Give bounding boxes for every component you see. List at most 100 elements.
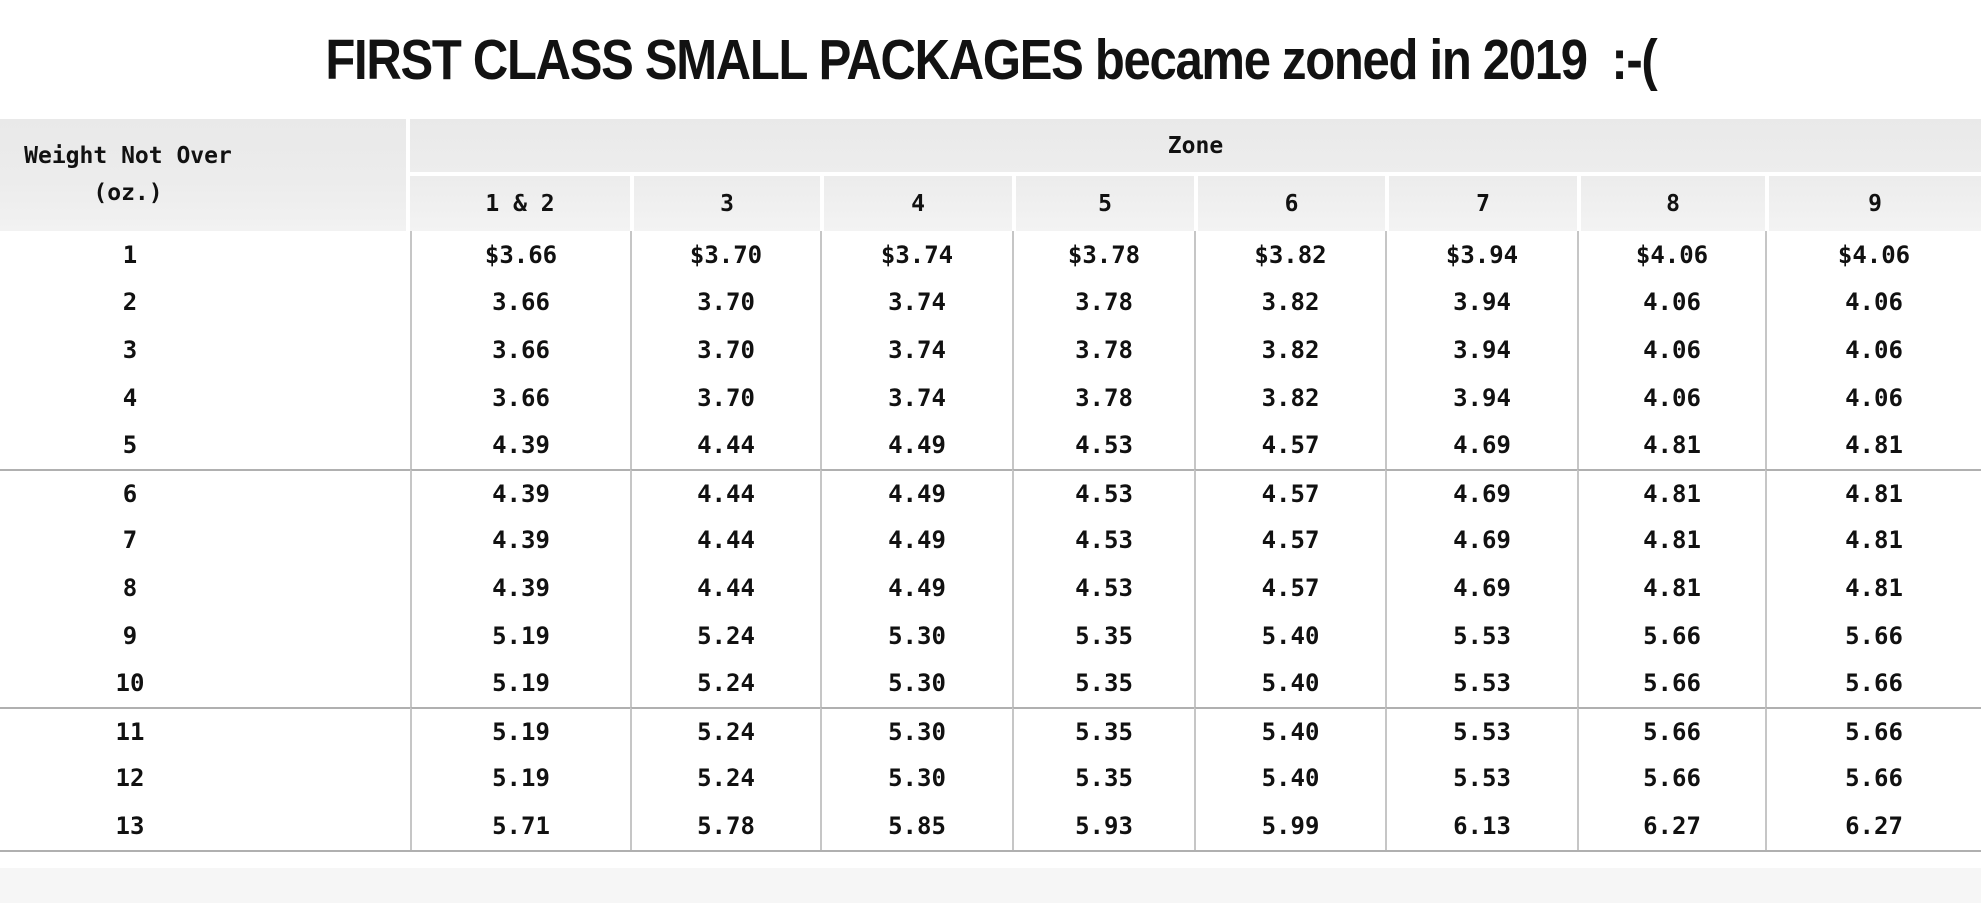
rate-cell: 5.66 (1577, 659, 1765, 707)
rate-cell: 5.24 (630, 754, 820, 803)
rate-cell: 4.44 (630, 468, 820, 517)
zone-group-header: Zone (410, 119, 1981, 176)
rate-cell: 4.69 (1385, 421, 1577, 469)
rate-cell: 5.40 (1194, 659, 1385, 707)
rate-cell: 3.70 (630, 373, 820, 422)
rate-cell: 5.35 (1012, 659, 1194, 707)
zone-column-header: 3 (630, 176, 820, 231)
rate-cell: 4.39 (410, 516, 630, 565)
rate-cell: 3.94 (1385, 326, 1577, 374)
rate-cell: 5.53 (1385, 659, 1577, 707)
rate-cell: 5.24 (630, 611, 820, 660)
rate-cell: 4.39 (410, 564, 630, 612)
rate-cell: 5.19 (410, 659, 630, 707)
rate-cell: 4.81 (1765, 564, 1981, 612)
rate-cell: 4.39 (410, 468, 630, 517)
rate-cell: 4.53 (1012, 421, 1194, 469)
rate-cell: 3.78 (1012, 373, 1194, 422)
weight-cell: 11 (0, 706, 410, 755)
rate-cell: 4.57 (1194, 468, 1385, 517)
rate-cell: 5.40 (1194, 611, 1385, 660)
rate-cell: 5.53 (1385, 754, 1577, 803)
rate-cell: 4.49 (820, 421, 1012, 469)
rate-cell: 4.81 (1765, 468, 1981, 517)
rate-cell: $3.82 (1194, 231, 1385, 279)
weight-cell: 6 (0, 468, 410, 517)
rate-cell: 3.82 (1194, 326, 1385, 374)
rate-cell: 5.93 (1012, 802, 1194, 850)
page-title: FIRST CLASS SMALL PACKAGES became zoned … (324, 27, 1657, 92)
rate-cell: 5.30 (820, 754, 1012, 803)
rate-cell: $4.06 (1765, 231, 1981, 279)
rate-cell: 3.70 (630, 278, 820, 327)
rate-cell: 4.53 (1012, 468, 1194, 517)
rate-cell: 4.06 (1577, 278, 1765, 327)
rate-cell: 5.85 (820, 802, 1012, 850)
rate-cell: $3.66 (410, 231, 630, 279)
rate-cell: 5.66 (1577, 706, 1765, 755)
weight-header-line2: (oz.) (93, 180, 163, 206)
rate-cell: 5.66 (1577, 754, 1765, 803)
rate-cell: 4.49 (820, 468, 1012, 517)
zone-column-header: 6 (1194, 176, 1385, 231)
rate-cell: 5.19 (410, 611, 630, 660)
weight-column-header: Weight Not Over (oz.) (0, 119, 410, 231)
zone-column-header: 9 (1765, 176, 1981, 231)
rate-cell: 3.66 (410, 326, 630, 374)
rate-cell: $3.70 (630, 231, 820, 279)
rate-cell: 4.57 (1194, 421, 1385, 469)
rate-cell: 5.40 (1194, 754, 1385, 803)
rate-cell: 6.27 (1765, 802, 1981, 850)
rate-cell: 5.53 (1385, 706, 1577, 755)
rate-cell: 4.06 (1577, 326, 1765, 374)
rate-cell: 4.49 (820, 516, 1012, 565)
rate-cell: 4.49 (820, 564, 1012, 612)
rate-cell: 5.78 (630, 802, 820, 850)
weight-cell: 4 (122, 383, 138, 412)
rate-cell: 5.66 (1577, 611, 1765, 660)
bottom-band (0, 867, 1981, 903)
zone-column-header: 4 (820, 176, 1012, 231)
rate-cell: 6.27 (1577, 802, 1765, 850)
rate-cell: 3.94 (1385, 373, 1577, 422)
rate-cell: 3.78 (1012, 326, 1194, 374)
rate-cell: 4.44 (630, 421, 820, 469)
rate-cell: 4.81 (1577, 516, 1765, 565)
rate-cell: 5.66 (1765, 659, 1981, 707)
rate-cell: 5.35 (1012, 706, 1194, 755)
weight-cell: 10 (115, 669, 145, 698)
weight-header-line1: Weight Not Over (24, 143, 232, 169)
rate-cell: 4.69 (1385, 468, 1577, 517)
rate-cell: 4.81 (1765, 516, 1981, 565)
rate-cell: 4.57 (1194, 516, 1385, 565)
rate-cell: 5.66 (1765, 611, 1981, 660)
rate-cell: 3.78 (1012, 278, 1194, 327)
rate-cell: 3.82 (1194, 373, 1385, 422)
rate-cell: 4.69 (1385, 516, 1577, 565)
rate-cell: 5.24 (630, 706, 820, 755)
rate-cell: 3.74 (820, 278, 1012, 327)
rate-cell: 5.24 (630, 659, 820, 707)
rate-cell: 4.44 (630, 564, 820, 612)
rate-cell: 3.74 (820, 326, 1012, 374)
rate-cell: 3.94 (1385, 278, 1577, 327)
rate-cell: 4.81 (1577, 468, 1765, 517)
weight-cell: 13 (115, 811, 145, 840)
rate-cell: 5.66 (1765, 754, 1981, 803)
rate-cell: 6.13 (1385, 802, 1577, 850)
rate-cell: 3.74 (820, 373, 1012, 422)
rate-cell: 3.66 (410, 373, 630, 422)
rate-cell: 5.35 (1012, 754, 1194, 803)
weight-cell: 12 (115, 764, 145, 793)
rate-cell: 4.53 (1012, 516, 1194, 565)
title-bar: FIRST CLASS SMALL PACKAGES became zoned … (0, 0, 1981, 119)
rate-cell: $3.78 (1012, 231, 1194, 279)
rate-cell: 5.19 (410, 706, 630, 755)
weight-cell: 1 (122, 240, 138, 269)
zone-column-header: 1 & 2 (410, 176, 630, 231)
rate-cell: 5.19 (410, 754, 630, 803)
rate-cell: 5.99 (1194, 802, 1385, 850)
rate-cell: 4.06 (1765, 373, 1981, 422)
rate-cell: 5.40 (1194, 706, 1385, 755)
rate-cell: 4.57 (1194, 564, 1385, 612)
